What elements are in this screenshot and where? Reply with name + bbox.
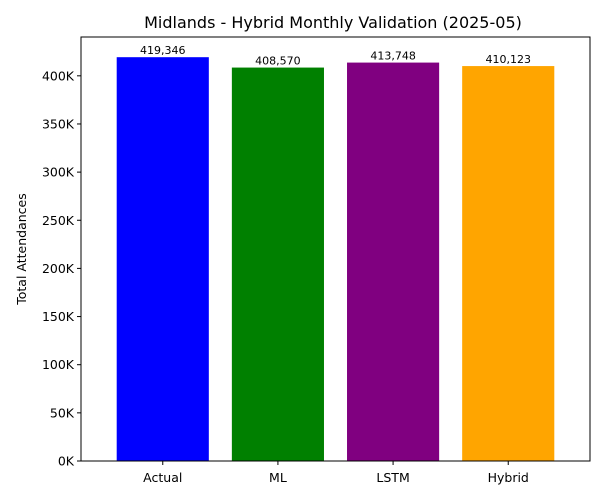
bar-value-label: 408,570: [255, 55, 301, 68]
x-axis-ticks: Actual ML LSTM Hybrid: [143, 461, 529, 485]
bar-actual: [116, 57, 209, 462]
bar-ml: [231, 67, 324, 461]
y-axis-ticks: 0K 50K 100K 150K 200K 250K 300K 350K 400K: [42, 68, 81, 469]
bar-value-label: 419,346: [140, 44, 186, 57]
bar-value-labels: 419,346 408,570 413,748 410,123: [140, 44, 531, 67]
x-tick-label: Actual: [143, 470, 182, 485]
bar-lstm: [347, 62, 440, 462]
y-tick-label: 0K: [58, 454, 75, 469]
x-tick-label: LSTM: [376, 470, 409, 485]
bar-value-label: 410,123: [485, 53, 531, 66]
y-axis-label: Total Attendances: [14, 193, 29, 306]
bar-value-label: 413,748: [370, 50, 416, 63]
y-tick-label: 50K: [50, 405, 75, 420]
chart-title: Midlands - Hybrid Monthly Validation (20…: [144, 13, 522, 32]
y-tick-label: 100K: [42, 357, 75, 372]
plot-frame: [80, 36, 591, 462]
y-tick-label: 400K: [42, 68, 75, 83]
bar-hybrid: [462, 66, 555, 462]
x-tick-label: ML: [269, 470, 287, 485]
y-tick-label: 250K: [42, 213, 75, 228]
y-tick-label: 350K: [42, 116, 75, 131]
bars: [116, 57, 555, 462]
y-tick-label: 200K: [42, 261, 75, 276]
y-tick-label: 300K: [42, 165, 75, 180]
y-tick-label: 150K: [42, 309, 75, 324]
x-tick-label: Hybrid: [488, 470, 529, 485]
